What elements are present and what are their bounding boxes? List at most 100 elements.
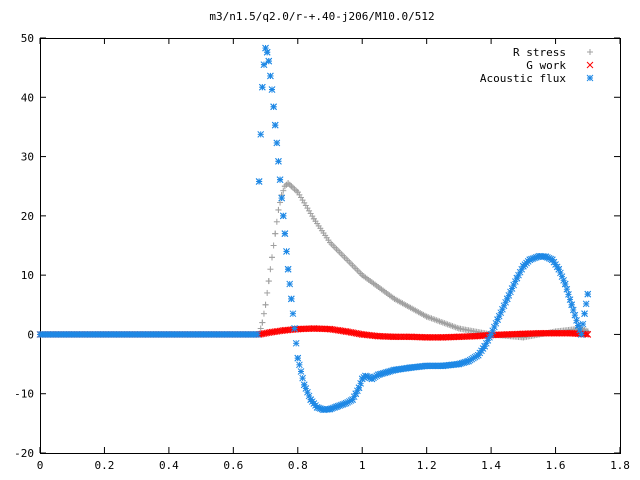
x-tick-label: 1.8: [610, 459, 630, 472]
data-point: [439, 334, 447, 341]
series-layer: [36, 44, 592, 414]
data-point: [555, 329, 563, 337]
data-point: [349, 396, 356, 403]
data-point: [563, 285, 571, 293]
data-point: [277, 199, 284, 206]
data-point: [547, 329, 555, 337]
x-tick-label: 0.2: [95, 459, 115, 472]
data-point: [284, 265, 292, 273]
data-point: [474, 351, 482, 359]
data-point: [526, 256, 534, 264]
data-point: [574, 322, 582, 329]
data-point: [291, 325, 298, 332]
data-point: [397, 333, 405, 341]
data-point: [308, 325, 316, 332]
data-point: [548, 256, 556, 264]
data-point: [407, 364, 414, 371]
chart-title: m3/n1.5/q2.0/r-+.40-j206/M10.0/512: [209, 10, 434, 23]
data-point: [254, 331, 261, 338]
legend-marker: [586, 61, 594, 69]
legend-marker: [587, 49, 593, 55]
data-point: [281, 230, 289, 237]
data-point: [275, 206, 282, 213]
data-point: [536, 329, 543, 337]
data-point: [437, 334, 445, 341]
data-point: [552, 329, 559, 337]
data-point: [403, 333, 411, 341]
data-point: [581, 310, 588, 318]
data-point: [428, 334, 435, 341]
data-point: [278, 194, 286, 202]
data-point: [297, 368, 305, 375]
data-point: [392, 333, 400, 341]
data-point: [400, 333, 408, 341]
data-point: [405, 333, 413, 341]
data-point: [257, 130, 265, 138]
data-point: [503, 295, 511, 303]
x-axis: 0 0.2 0.4 0.6 0.8 1 1.2 1.4 1.6 1.8: [37, 38, 630, 472]
data-point: [267, 72, 274, 80]
data-point: [566, 296, 574, 303]
data-point: [426, 334, 434, 341]
data-point: [537, 329, 545, 337]
data-point: [310, 325, 318, 332]
x-tick-label: 1.2: [417, 459, 437, 472]
data-point: [275, 157, 282, 165]
data-point: [389, 333, 397, 341]
data-point: [262, 301, 269, 308]
data-point: [431, 334, 439, 341]
data-point: [434, 334, 442, 341]
data-point: [539, 329, 547, 337]
data-point: [391, 333, 398, 341]
data-point: [555, 265, 563, 273]
data-point: [391, 295, 398, 302]
data-point: [276, 176, 284, 184]
data-point: [582, 330, 590, 338]
data-point: [563, 329, 571, 337]
data-point: [260, 61, 268, 69]
data-point: [355, 384, 363, 392]
data-point: [270, 103, 277, 111]
data-point: [359, 272, 366, 279]
data-point: [271, 121, 279, 129]
x-tick-label: 0.6: [223, 459, 243, 472]
data-point: [465, 357, 472, 365]
data-point: [407, 333, 414, 341]
data-point: [296, 361, 303, 369]
data-point: [557, 329, 564, 337]
data-point: [565, 291, 572, 298]
data-point: [310, 215, 317, 222]
data-point: [542, 329, 550, 337]
data-point: [342, 399, 350, 407]
data-point: [553, 329, 561, 337]
data-point: [579, 320, 587, 328]
data-point: [455, 333, 463, 341]
data-point: [263, 48, 271, 56]
data-point: [542, 253, 550, 261]
y-tick-label: 0: [27, 328, 34, 341]
data-point: [374, 332, 382, 340]
data-point: [268, 328, 276, 336]
legend-swatch: [586, 74, 594, 82]
data-point: [299, 374, 306, 382]
data-point: [423, 334, 431, 341]
series-r-stress: [37, 180, 591, 341]
data-point: [503, 331, 511, 338]
data-point: [268, 86, 276, 93]
data-point: [534, 329, 542, 337]
data-point: [481, 342, 489, 350]
y-tick-label: -20: [14, 447, 34, 460]
series-acoustic-flux: [36, 44, 592, 414]
data-point: [568, 301, 576, 309]
data-point: [288, 183, 295, 190]
y-tick-label: 40: [21, 91, 34, 104]
data-point: [300, 381, 308, 389]
x-tick-label: 0: [37, 459, 44, 472]
y-tick-label: 50: [21, 32, 34, 45]
data-point: [558, 329, 566, 337]
data-point: [577, 331, 585, 338]
data-point: [327, 239, 333, 246]
data-point: [267, 266, 274, 273]
data-point: [283, 248, 290, 255]
